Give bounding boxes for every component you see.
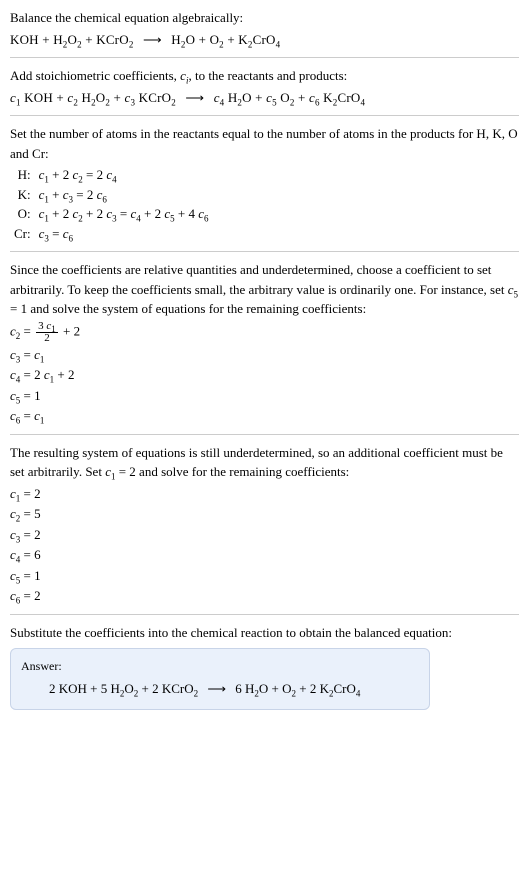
divider	[10, 251, 519, 252]
section-atoms: Set the number of atoms in the reactants…	[10, 124, 519, 243]
balance-title: Balance the chemical equation algebraica…	[10, 8, 519, 28]
atoms-intro: Set the number of atoms in the reactants…	[10, 124, 519, 163]
divider	[10, 434, 519, 435]
fraction-denominator: 2	[36, 333, 58, 344]
atom-label: K:	[10, 185, 35, 205]
atom-equations-table: H: c1 + 2 c2 = 2 c4 K: c1 + c3 = 2 c6 O:…	[10, 165, 213, 243]
atom-label: O:	[10, 204, 35, 224]
solve2-intro: The resulting system of equations is sti…	[10, 443, 519, 482]
solution-item: c6 = c1	[10, 406, 519, 426]
solution-item: c1 = 2	[10, 484, 519, 504]
atom-equation: c3 = c6	[35, 224, 213, 244]
arrow-icon: ⟶	[143, 30, 162, 50]
solution-item: c5 = 1	[10, 566, 519, 586]
divider	[10, 115, 519, 116]
section-solve1: Since the coefficients are relative quan…	[10, 260, 519, 426]
unbalanced-equation: KOH + H2O2 + KCrO2 ⟶ H2O + O2 + K2CrO4	[10, 30, 519, 50]
table-row: Cr: c3 = c6	[10, 224, 213, 244]
solution-item: c6 = 2	[10, 586, 519, 606]
section-solve2: The resulting system of equations is sti…	[10, 443, 519, 606]
atom-equation: c1 + 2 c2 = 2 c4	[35, 165, 213, 185]
solution-item: c4 = 6	[10, 545, 519, 565]
section-balance: Balance the chemical equation algebraica…	[10, 8, 519, 49]
solution-list-1: c2 = 3 c12 + 2 c3 = c1 c4 = 2 c1 + 2 c5 …	[10, 321, 519, 426]
section-stoichiometric: Add stoichiometric coefficients, ci, to …	[10, 66, 519, 107]
section-substitute: Substitute the coefficients into the che…	[10, 623, 519, 710]
solution-item: c3 = 2	[10, 525, 519, 545]
solution-item: c2 = 5	[10, 504, 519, 524]
solution-item: c5 = 1	[10, 386, 519, 406]
substitute-text: Substitute the coefficients into the che…	[10, 623, 519, 643]
coeff-equation: c1 KOH + c2 H2O2 + c3 KCrO2 ⟶ c4 H2O + c…	[10, 88, 519, 108]
solution-item: c3 = c1	[10, 345, 519, 365]
divider	[10, 57, 519, 58]
atom-equation: c1 + c3 = 2 c6	[35, 185, 213, 205]
stoich-intro: Add stoichiometric coefficients, ci, to …	[10, 66, 519, 86]
balanced-equation: 2 KOH + 5 H2O2 + 2 KCrO2 ⟶ 6 H2O + O2 + …	[21, 679, 419, 699]
divider	[10, 614, 519, 615]
table-row: O: c1 + 2 c2 + 2 c3 = c4 + 2 c5 + 4 c6	[10, 204, 213, 224]
table-row: K: c1 + c3 = 2 c6	[10, 185, 213, 205]
fraction-numerator: 3 c1	[36, 321, 58, 333]
atom-label: Cr:	[10, 224, 35, 244]
arrow-icon: ⟶	[185, 88, 204, 108]
atom-equation: c1 + 2 c2 + 2 c3 = c4 + 2 c5 + 4 c6	[35, 204, 213, 224]
answer-label: Answer:	[21, 657, 419, 675]
arrow-icon: ⟶	[207, 679, 226, 699]
solution-item: c2 = 3 c12 + 2	[10, 321, 519, 344]
solution-item: c4 = 2 c1 + 2	[10, 365, 519, 385]
table-row: H: c1 + 2 c2 = 2 c4	[10, 165, 213, 185]
solve1-intro: Since the coefficients are relative quan…	[10, 260, 519, 319]
answer-box: Answer: 2 KOH + 5 H2O2 + 2 KCrO2 ⟶ 6 H2O…	[10, 648, 430, 710]
atom-label: H:	[10, 165, 35, 185]
solution-list-2: c1 = 2 c2 = 5 c3 = 2 c4 = 6 c5 = 1 c6 = …	[10, 484, 519, 606]
